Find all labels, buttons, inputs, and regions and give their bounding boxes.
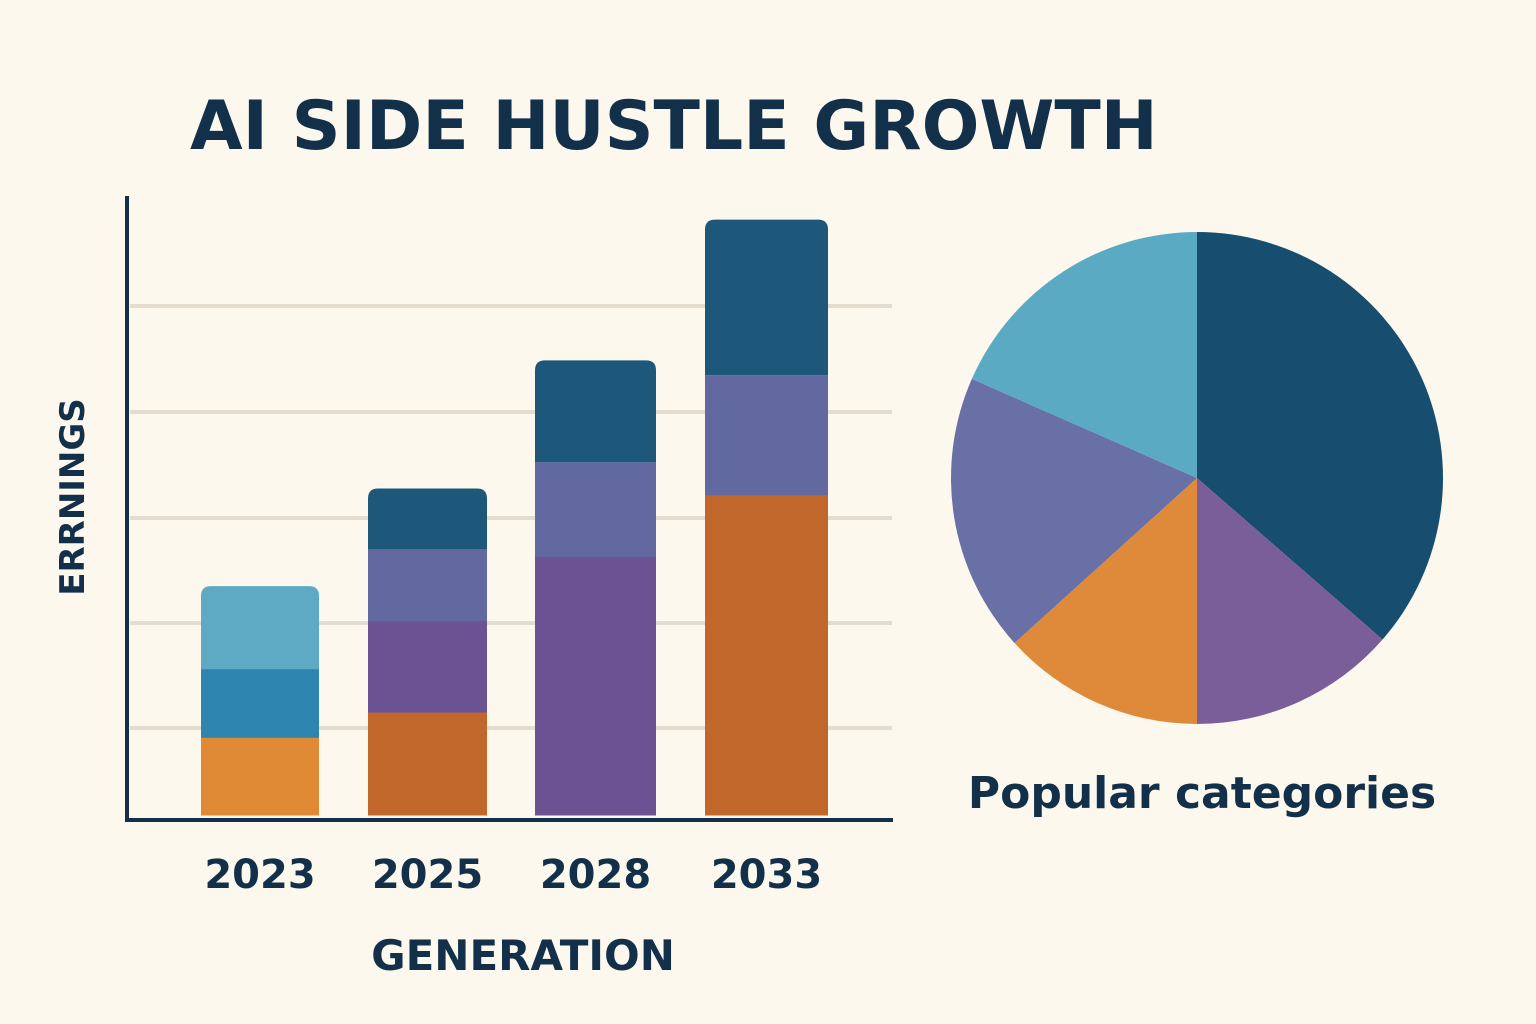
pie-slice — [971, 231, 1197, 478]
x-tick-label: 2028 — [540, 852, 651, 898]
bar-segment — [368, 549, 487, 622]
bar-segment — [368, 488, 487, 550]
bar-segment — [705, 375, 828, 496]
pie-slice — [951, 378, 1197, 643]
bar-2033 — [705, 219, 828, 816]
bar-segment — [535, 360, 656, 463]
bar-segment — [201, 737, 319, 816]
x-tick-label: 2033 — [711, 852, 822, 898]
x-tick-label: 2025 — [372, 852, 483, 898]
y-axis-label: ERRNINGS — [53, 398, 93, 596]
bar-segment — [201, 669, 319, 738]
chart-title: AI SIDE HUSTLE GROWTH — [190, 87, 1158, 166]
bar-series — [201, 219, 828, 816]
pie-slice — [1197, 232, 1443, 640]
pie-label: Popular categories — [968, 768, 1436, 819]
pie-chart — [951, 231, 1443, 724]
x-tick-labels: 2023 2025 2028 2033 — [204, 852, 822, 898]
bar-2028 — [535, 360, 656, 816]
bar-2023 — [201, 586, 319, 816]
x-tick-label: 2023 — [204, 852, 315, 898]
bar-segment — [368, 712, 487, 816]
pie-slice — [1014, 478, 1197, 724]
bar-2025 — [368, 488, 487, 816]
bar-segment — [705, 494, 828, 816]
bar-segment — [535, 462, 656, 558]
x-axis-label: GENERATION — [371, 931, 675, 980]
bar-segment — [201, 586, 319, 670]
bar-segment — [535, 556, 656, 816]
bar-segment — [705, 219, 828, 376]
bar-segment — [368, 620, 487, 713]
pie-slice — [1197, 478, 1383, 724]
